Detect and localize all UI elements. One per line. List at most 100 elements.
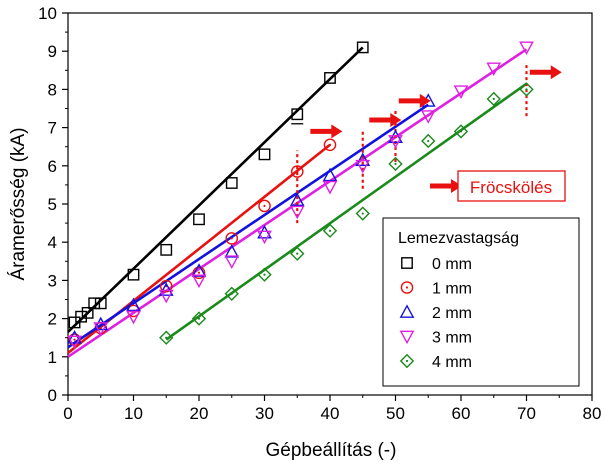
point-0-mm <box>356 41 369 54</box>
diamond-center <box>165 336 168 339</box>
point-4-mm <box>453 124 469 139</box>
arrow-head <box>419 93 431 108</box>
point-0-mm <box>88 297 101 310</box>
diamond-center <box>459 130 463 133</box>
point-3-mm <box>289 205 305 220</box>
diamond-center <box>427 139 430 143</box>
y-tick-label: 4 <box>48 233 57 252</box>
point-1-mm <box>225 232 239 245</box>
point-2-mm <box>355 152 371 166</box>
arrow-icon <box>529 65 562 80</box>
point-4-mm <box>388 156 403 172</box>
circle-outline <box>68 333 81 346</box>
x-tick-label: 20 <box>190 404 209 423</box>
arrow-icon <box>310 124 343 139</box>
point-2-mm <box>67 330 82 344</box>
circle-center <box>197 271 201 274</box>
annotation-box: Fröcskölés <box>457 170 566 202</box>
point-3-mm <box>453 85 469 99</box>
diamond-outline <box>355 206 370 221</box>
point-0-mm <box>258 148 271 161</box>
point-3-mm <box>224 255 240 269</box>
arrow-head <box>390 112 402 127</box>
point-3-mm <box>257 230 272 245</box>
diamond-center <box>361 212 364 215</box>
x-axis-label: Gépbeállítás (-) <box>266 440 397 461</box>
circle-center <box>296 170 299 173</box>
circle-center <box>73 338 76 341</box>
point-4-mm <box>159 330 174 345</box>
y-tick-label: 5 <box>48 195 57 214</box>
point-3-mm <box>388 135 403 149</box>
y-tick-label: 2 <box>48 310 57 329</box>
point-3-mm <box>126 310 141 325</box>
point-2-mm <box>322 167 338 182</box>
point-4-mm <box>519 82 534 97</box>
diamond-outline <box>421 133 436 149</box>
diamond-outline <box>453 124 469 139</box>
legend-symbol-1-mm <box>400 281 414 294</box>
x-tick-label: 10 <box>124 404 143 423</box>
fit-lines <box>67 46 528 358</box>
diamond-center <box>197 317 201 320</box>
point-0-mm <box>81 306 94 319</box>
circle-outline <box>323 138 337 152</box>
annotation-label: Fröcskölés <box>470 178 552 197</box>
legend-label: 1 mm <box>432 281 472 298</box>
legend: Lemezvastagság 0 mm 1 mm 2 mm 3 mm 4 mm <box>382 217 580 387</box>
point-1-mm <box>290 165 304 178</box>
point-3-mm <box>486 62 502 77</box>
legend-symbol-4-mm <box>399 353 415 369</box>
diamond-center <box>263 273 266 276</box>
x-tick-label: 50 <box>386 404 405 423</box>
legend-label: 2 mm <box>432 305 472 322</box>
point-2-mm <box>158 282 174 296</box>
point-0-mm <box>94 297 107 310</box>
diamond-outline <box>224 286 239 301</box>
point-4-mm <box>421 133 436 149</box>
y-tick-label: 7 <box>48 119 57 138</box>
point-0-mm <box>291 108 304 121</box>
axes: 0 10 20 30 40 50 60 70 80 0 1 2 3 4 5 6 7 8 9 10 <box>38 4 601 423</box>
x-tick-label: 80 <box>583 404 602 423</box>
point-1-mm <box>323 138 337 152</box>
circle-center <box>328 143 332 146</box>
point-4-mm <box>191 311 207 326</box>
x-tick-label: 30 <box>255 404 274 423</box>
point-0-mm <box>127 268 140 281</box>
point-0-mm <box>225 177 238 189</box>
point-3-mm <box>158 289 174 304</box>
circle-center <box>230 237 233 240</box>
point-1-mm <box>192 266 206 280</box>
circle-outline <box>400 281 414 294</box>
diamond-outline <box>388 156 403 172</box>
diamond-center <box>230 292 233 295</box>
diamond-outline <box>191 311 207 326</box>
circle-outline <box>225 232 239 245</box>
point-4-mm <box>290 246 305 261</box>
point-3-mm <box>191 274 207 289</box>
x-tick-label: 40 <box>321 404 340 423</box>
y-tick-label: 3 <box>48 271 57 290</box>
point-1-mm <box>258 199 271 213</box>
arrow-icon <box>398 93 431 108</box>
point-0-mm <box>75 310 88 323</box>
point-3-mm <box>322 180 338 195</box>
annotation-frame <box>457 170 566 202</box>
diamond-center <box>492 97 495 101</box>
point-2-mm <box>224 244 240 258</box>
point-2-mm <box>191 263 207 277</box>
diamond-outline <box>519 82 534 97</box>
point-2-mm <box>126 297 141 312</box>
legend-title: Lemezvastagság <box>398 230 519 247</box>
y-tick-label: 1 <box>48 348 57 367</box>
legend-label: 3 mm <box>432 330 472 347</box>
point-3-mm <box>67 335 82 350</box>
arrow-head <box>451 179 462 193</box>
y-tick-label: 6 <box>48 157 57 176</box>
circle-outline <box>192 266 206 280</box>
legend-frame <box>382 217 580 387</box>
circle-outline <box>290 165 304 178</box>
point-3-mm <box>420 110 436 124</box>
